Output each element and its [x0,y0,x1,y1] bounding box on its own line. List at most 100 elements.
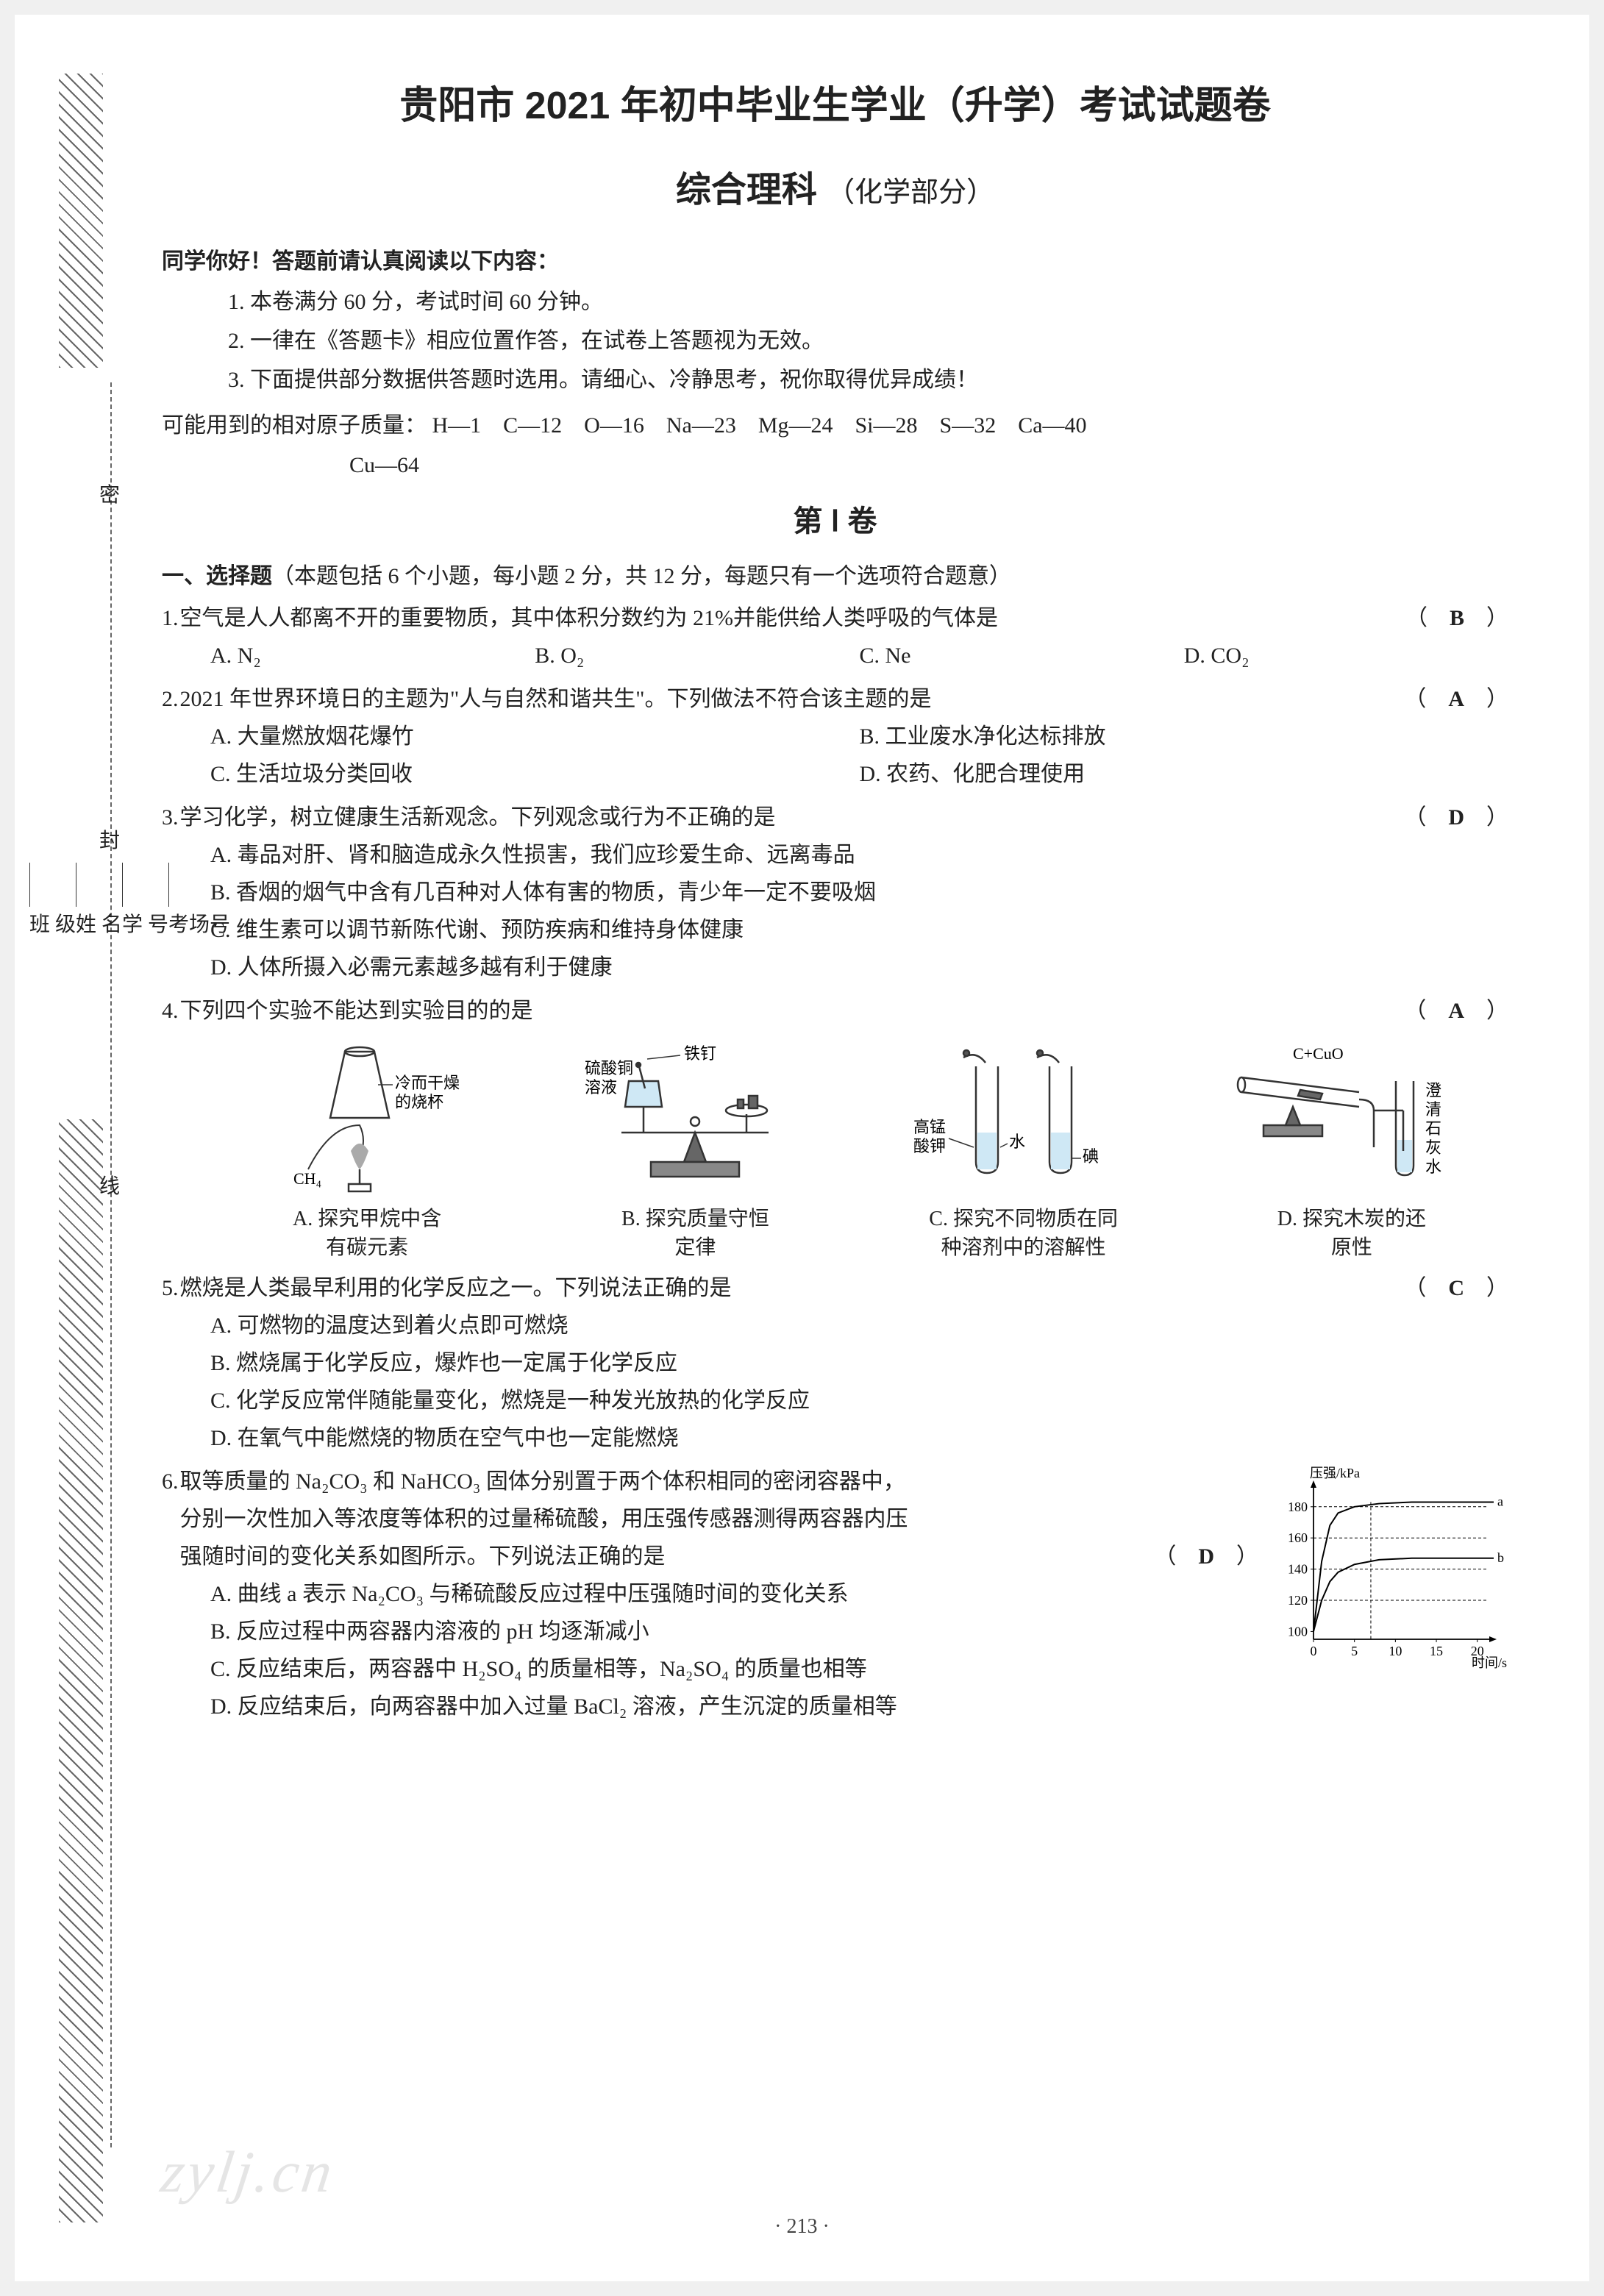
watermark-text: zylj.cn [154,2122,341,2222]
options-column: A. 毒品对肝、肾和脑造成永久性损害，我们应珍爱生命、远离毒品 B. 香烟的烟气… [162,836,1508,986]
label-limewater: 水 [1425,1158,1441,1176]
answer-value: A [1448,687,1464,711]
option-d: D. 反应结束后，向两容器中加入过量 BaCl₂ 溶液，产生沉淀的质量相等 [162,1688,1258,1725]
option-c: C. Ne [860,637,1184,674]
margin-label-class: 班 级 [29,857,76,938]
answer-value: D [1198,1544,1214,1569]
line-chart-svg: 10012014016018005101520压强/kPa时间/sab [1273,1463,1508,1669]
options-row: A. N₂ B. O₂ C. Ne D. CO₂ [162,637,1508,674]
svg-text:15: 15 [1430,1644,1443,1658]
question-number: 4. [162,992,180,1030]
answer-value: D [1448,805,1464,830]
section-header: 第 Ⅰ 卷 [162,496,1508,546]
stem-text: 燃烧是人类最早利用的化学反应之一。下列说法正确的是 [180,1276,732,1300]
question-5: 5. 燃烧是人类最早利用的化学反应之一。下列说法正确的是 （ C ） A. 可燃… [162,1269,1508,1457]
figure-a: CH₄ 冷而干燥 的烧杯 A. 探究甲烷中含有碳元素 [210,1037,524,1262]
test-tubes-icon: 高锰 酸钾 水 碘 [906,1037,1141,1199]
question-6: 6. 取等质量的 Na₂CO₃ 和 NaHCO₃ 固体分别置于两个体积相同的密闭… [162,1463,1508,1725]
stem-text: 2021 年世界环境日的主题为"人与自然和谐共生"。下列做法不符合该主题的是 [180,687,932,711]
answer-blank: （ D ） [1404,799,1508,836]
answer-blank: （ A ） [1404,992,1508,1030]
option-d: D. 在氧气中能燃烧的物质在空气中也一定能燃烧 [162,1419,1508,1457]
instruction-line: 1. 本卷满分 60 分，考试时间 60 分钟。 [162,283,1508,321]
option-a: A. 可燃物的温度达到着火点即可燃烧 [162,1307,1508,1344]
question-4: 4. 下列四个实验不能达到实验目的的是 （ A ） C [162,992,1508,1262]
option-d: D. CO₂ [1184,637,1508,674]
stem-text: 学习化学，树立健康生活新观念。下列观念或行为不正确的是 [180,805,776,830]
figure-c: 高锰 酸钾 水 碘 C. 探究不同物质在同种溶剂中的溶解性 [867,1037,1180,1262]
options-column: A. 曲线 a 表示 Na₂CO₃ 与稀硫酸反应过程中压强随时间的变化关系 B.… [162,1575,1258,1725]
stem-line: 分别一次性加入等浓度等体积的过量稀硫酸，用压强传感器测得两容器内压 [180,1507,908,1531]
stem-text: 空气是人人都离不开的重要物质，其中体积分数约为 21%并能供给人类呼吸的气体是 [180,606,999,630]
atomic-values-2: Cu—64 [162,446,1508,485]
instruction-line: 2. 一律在《答题卡》相应位置作答，在试卷上答题视为无效。 [162,322,1508,360]
option-a: A. 曲线 a 表示 Na₂CO₃ 与稀硫酸反应过程中压强随时间的变化关系 [162,1575,1258,1613]
answer-value: B [1450,606,1464,630]
option-d-caption: D. 探究木炭的还原性 [1195,1205,1508,1262]
question-text: 燃烧是人类最早利用的化学反应之一。下列说法正确的是 （ C ） [180,1269,1509,1307]
question-1: 1. 空气是人人都离不开的重要物质，其中体积分数约为 21%并能供给人类呼吸的气… [162,599,1508,674]
svg-text:160: 160 [1288,1531,1308,1546]
question-text: 下列四个实验不能达到实验目的的是 （ A ） [180,992,1509,1030]
subtitle-main: 综合理科 [676,171,817,210]
label-beaker: 的烧杯 [395,1093,443,1111]
svg-text:10: 10 [1389,1644,1402,1658]
label-limewater: 清 [1425,1100,1441,1119]
answer-blank: （ A ） [1404,680,1508,718]
option-a: A. 大量燃放烟花爆竹 [210,718,860,755]
label-cold-dry: 冷而干燥 [395,1074,460,1092]
beaker-flame-icon: CH₄ 冷而干燥 的烧杯 [264,1037,470,1199]
part-title: 一、选择题（本题包括 6 个小题，每小题 2 分，共 12 分，每题只有一个选项… [162,557,1508,595]
option-c: C. 化学反应常伴随能量变化，燃烧是一种发光放热的化学反应 [162,1382,1508,1419]
figure-b: 硫酸铜 溶液 铁钉 B. 探究质量守恒定律 [538,1037,852,1262]
option-b-caption: B. 探究质量守恒定律 [538,1205,852,1262]
option-b: B. 香烟的烟气中含有几百种对人体有害的物质，青少年一定不要吸烟 [162,874,1508,911]
question-text: 学习化学，树立健康生活新观念。下列观念或行为不正确的是 （ D ） [180,799,1509,836]
answer-blank: （ B ） [1405,599,1508,637]
answer-blank: （ C ） [1404,1269,1508,1307]
svg-text:b: b [1497,1550,1504,1565]
figure-d: C+CuO 澄 清 石 灰 水 D. 探究木炭的还原性 [1195,1037,1508,1262]
svg-text:140: 140 [1288,1562,1308,1577]
binding-margin: 密 封 线 考场号 学 号 姓 名 班 级 [15,15,147,2281]
label-kmno4-2: 酸钾 [913,1137,946,1155]
svg-text:120: 120 [1288,1593,1308,1608]
question-number: 1. [162,599,180,637]
answer-value: C [1448,1276,1464,1300]
label-ch4: CH₄ [293,1169,321,1188]
option-b: B. 工业废水净化达标排放 [860,718,1509,755]
reduction-apparatus-icon: C+CuO 澄 清 石 灰 水 [1219,1037,1484,1199]
option-d: D. 人体所摄入必需元素越多越有利于健康 [162,949,1508,986]
question-text: 空气是人人都离不开的重要物质，其中体积分数约为 21%并能供给人类呼吸的气体是 … [180,599,1509,637]
svg-text:a: a [1497,1494,1503,1509]
question-text: 取等质量的 Na₂CO₃ 和 NaHCO₃ 固体分别置于两个体积相同的密闭容器中… [180,1463,1259,1575]
label-nail: 铁钉 [684,1044,716,1063]
label-limewater: 灰 [1425,1138,1441,1157]
instructions: 同学你好！答题前请认真阅读以下内容： 1. 本卷满分 60 分，考试时间 60 … [162,243,1508,399]
stem-line: 强随时间的变化关系如图所示。下列说法正确的是 [180,1544,666,1569]
option-c: C. 反应结束后，两容器中 H₂SO₄ 的质量相等，Na₂SO₄ 的质量也相等 [162,1650,1258,1688]
svg-text:压强/kPa: 压强/kPa [1310,1466,1360,1480]
svg-text:5: 5 [1351,1644,1358,1658]
page-number: · 213 · [15,2209,1589,2245]
question-number: 5. [162,1269,180,1307]
exam-page: 密 封 线 考场号 学 号 姓 名 班 级 贵阳市 2021 年初中毕业生学业（… [15,15,1589,2281]
balance-scale-icon: 硫酸铜 溶液 铁钉 [577,1037,813,1199]
part-note: （本题包括 6 个小题，每小题 2 分，共 12 分，每题只有一个选项符合题意） [272,564,1011,588]
margin-label-name: 姓 名 [76,857,122,938]
option-b: B. 反应过程中两容器内溶液的 pH 均逐渐减小 [162,1613,1258,1650]
question-3: 3. 学习化学，树立健康生活新观念。下列观念或行为不正确的是 （ D ） A. … [162,799,1508,986]
question-number: 3. [162,799,180,836]
greeting-text: 同学你好！答题前请认真阅读以下内容： [162,243,1508,280]
stem-text: 下列四个实验不能达到实验目的的是 [180,999,533,1023]
experiment-figures: CH₄ 冷而干燥 的烧杯 A. 探究甲烷中含有碳元素 [162,1037,1508,1262]
label-c-cuo: C+CuO [1293,1044,1344,1063]
svg-text:时间/s: 时间/s [1472,1655,1507,1669]
option-a: A. N₂ [210,637,535,674]
label-solution: 溶液 [585,1078,617,1097]
margin-label-text: 班 级 [29,913,76,936]
exam-title: 贵阳市 2021 年初中毕业生学业（升学）考试试题卷 [162,74,1508,138]
answer-value: A [1448,999,1464,1023]
pressure-chart: 10012014016018005101520压强/kPa时间/sab [1273,1463,1508,1725]
option-d: D. 农药、化肥合理使用 [860,755,1509,793]
